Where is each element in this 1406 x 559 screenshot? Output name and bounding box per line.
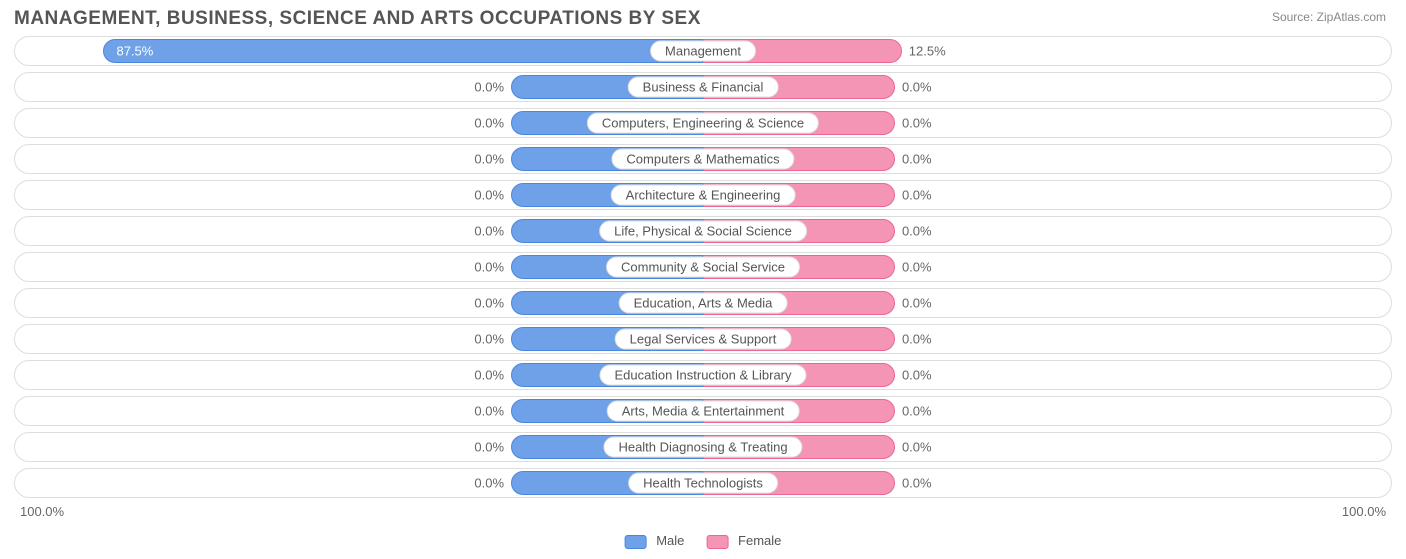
chart-row: 0.0% 0.0% Education, Arts & Media	[14, 288, 1392, 318]
chart-row: 0.0% 0.0% Life, Physical & Social Science	[14, 216, 1392, 246]
male-pct-label: 0.0%	[474, 260, 504, 275]
female-pct-label: 12.5%	[909, 44, 946, 59]
chart-row: 0.0% 0.0% Computers, Engineering & Science	[14, 108, 1392, 138]
male-pct-label: 0.0%	[474, 152, 504, 167]
chart-row: 0.0% 0.0% Education Instruction & Library	[14, 360, 1392, 390]
category-label: Education Instruction & Library	[599, 365, 806, 386]
chart-row: 0.0% 0.0% Legal Services & Support	[14, 324, 1392, 354]
legend-female-label: Female	[738, 533, 781, 548]
male-pct-label: 0.0%	[474, 332, 504, 347]
female-pct-label: 0.0%	[902, 404, 932, 419]
female-pct-label: 0.0%	[902, 368, 932, 383]
category-label: Business & Financial	[628, 77, 779, 98]
category-label: Management	[650, 41, 756, 62]
axis-right-label: 100.0%	[703, 504, 1392, 519]
category-label: Computers & Mathematics	[611, 149, 794, 170]
chart-container: MANAGEMENT, BUSINESS, SCIENCE AND ARTS O…	[0, 0, 1406, 559]
chart-title: MANAGEMENT, BUSINESS, SCIENCE AND ARTS O…	[14, 8, 1392, 30]
category-label: Life, Physical & Social Science	[599, 221, 807, 242]
male-pct-label: 87.5%	[116, 44, 699, 59]
female-pct-label: 0.0%	[902, 152, 932, 167]
legend-female: Female	[706, 533, 781, 549]
category-label: Legal Services & Support	[615, 329, 792, 350]
legend-male: Male	[625, 533, 685, 549]
male-pct-label: 0.0%	[474, 116, 504, 131]
chart-row: 0.0% 0.0% Architecture & Engineering	[14, 180, 1392, 210]
female-pct-label: 0.0%	[902, 332, 932, 347]
legend-male-label: Male	[656, 533, 684, 548]
male-pct-label: 0.0%	[474, 296, 504, 311]
female-pct-label: 0.0%	[902, 80, 932, 95]
male-pct-label: 0.0%	[474, 224, 504, 239]
female-pct-label: 0.0%	[902, 296, 932, 311]
category-label: Community & Social Service	[606, 257, 800, 278]
swatch-female-icon	[706, 535, 728, 549]
chart-row: 87.5% 12.5% Management	[14, 36, 1392, 66]
chart-row: 0.0% 0.0% Community & Social Service	[14, 252, 1392, 282]
female-pct-label: 0.0%	[902, 476, 932, 491]
axis-row: 100.0% 100.0%	[14, 504, 1392, 519]
male-pct-label: 0.0%	[474, 188, 504, 203]
chart-row: 0.0% 0.0% Health Technologists	[14, 468, 1392, 498]
category-label: Education, Arts & Media	[619, 293, 788, 314]
female-pct-label: 0.0%	[902, 188, 932, 203]
male-pct-label: 0.0%	[474, 440, 504, 455]
axis-left-label: 100.0%	[14, 504, 703, 519]
chart-row: 0.0% 0.0% Health Diagnosing & Treating	[14, 432, 1392, 462]
category-label: Computers, Engineering & Science	[587, 113, 819, 134]
male-pct-label: 0.0%	[474, 404, 504, 419]
source-attribution: Source: ZipAtlas.com	[1272, 10, 1386, 24]
chart-row: 0.0% 0.0% Business & Financial	[14, 72, 1392, 102]
female-pct-label: 0.0%	[902, 440, 932, 455]
chart-row: 0.0% 0.0% Arts, Media & Entertainment	[14, 396, 1392, 426]
female-pct-label: 0.0%	[902, 116, 932, 131]
female-pct-label: 0.0%	[902, 224, 932, 239]
category-label: Architecture & Engineering	[611, 185, 796, 206]
chart-row: 0.0% 0.0% Computers & Mathematics	[14, 144, 1392, 174]
rows-area: 87.5% 12.5% Management 0.0% 0.0% Business & F…	[14, 36, 1392, 498]
legend: Male Female	[625, 533, 782, 549]
category-label: Health Diagnosing & Treating	[603, 437, 802, 458]
male-pct-label: 0.0%	[474, 80, 504, 95]
female-pct-label: 0.0%	[902, 260, 932, 275]
male-pct-label: 0.0%	[474, 476, 504, 491]
male-pct-label: 0.0%	[474, 368, 504, 383]
swatch-male-icon	[625, 535, 647, 549]
category-label: Health Technologists	[628, 473, 778, 494]
category-label: Arts, Media & Entertainment	[607, 401, 800, 422]
